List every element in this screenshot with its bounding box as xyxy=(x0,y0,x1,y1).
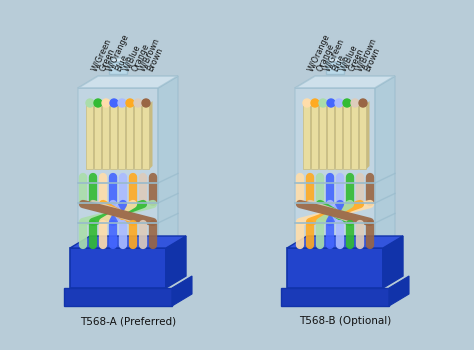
Polygon shape xyxy=(343,101,346,169)
Polygon shape xyxy=(70,248,166,288)
FancyBboxPatch shape xyxy=(344,104,350,169)
FancyBboxPatch shape xyxy=(135,104,142,169)
Circle shape xyxy=(126,99,134,107)
Polygon shape xyxy=(389,276,409,306)
Text: Blue: Blue xyxy=(114,53,130,73)
Polygon shape xyxy=(366,101,370,169)
FancyBboxPatch shape xyxy=(143,104,149,169)
Circle shape xyxy=(303,99,311,107)
Circle shape xyxy=(94,99,102,107)
Polygon shape xyxy=(287,236,403,248)
Polygon shape xyxy=(358,101,362,169)
FancyBboxPatch shape xyxy=(303,104,310,169)
Polygon shape xyxy=(319,101,321,169)
Text: W/Blue: W/Blue xyxy=(339,43,359,73)
Text: Brown: Brown xyxy=(363,46,382,73)
Circle shape xyxy=(134,99,142,107)
Polygon shape xyxy=(327,101,329,169)
Text: Orange: Orange xyxy=(130,42,151,73)
Polygon shape xyxy=(295,76,395,88)
Polygon shape xyxy=(134,101,137,169)
FancyBboxPatch shape xyxy=(94,104,101,169)
FancyBboxPatch shape xyxy=(352,104,358,169)
Polygon shape xyxy=(166,236,186,288)
Polygon shape xyxy=(383,236,403,288)
Text: Green: Green xyxy=(347,47,365,73)
Polygon shape xyxy=(335,101,337,169)
Text: T568-B (Optional): T568-B (Optional) xyxy=(299,316,391,326)
Circle shape xyxy=(86,99,94,107)
Text: W/Blue: W/Blue xyxy=(122,43,142,73)
Text: T568-A (Preferred): T568-A (Preferred) xyxy=(80,316,176,326)
Polygon shape xyxy=(350,101,354,169)
Circle shape xyxy=(343,99,351,107)
Polygon shape xyxy=(375,76,395,248)
Polygon shape xyxy=(93,101,97,169)
FancyBboxPatch shape xyxy=(359,104,366,169)
Circle shape xyxy=(118,99,126,107)
Polygon shape xyxy=(126,101,128,169)
FancyBboxPatch shape xyxy=(86,104,93,169)
FancyBboxPatch shape xyxy=(102,104,109,169)
Polygon shape xyxy=(101,101,104,169)
Circle shape xyxy=(319,99,327,107)
Circle shape xyxy=(351,99,359,107)
Polygon shape xyxy=(109,101,112,169)
Polygon shape xyxy=(78,76,178,88)
FancyBboxPatch shape xyxy=(328,104,335,169)
Polygon shape xyxy=(70,236,186,248)
Text: W/Orange: W/Orange xyxy=(307,33,332,73)
FancyBboxPatch shape xyxy=(336,104,343,169)
Circle shape xyxy=(110,99,118,107)
Polygon shape xyxy=(287,248,383,288)
Text: W/Brown: W/Brown xyxy=(355,37,378,73)
Polygon shape xyxy=(142,101,145,169)
Polygon shape xyxy=(78,88,158,248)
Text: Green: Green xyxy=(98,47,117,73)
Text: Orange: Orange xyxy=(315,42,336,73)
Circle shape xyxy=(359,99,367,107)
Text: Blue: Blue xyxy=(331,53,346,73)
Circle shape xyxy=(142,99,150,107)
Polygon shape xyxy=(295,88,375,248)
Polygon shape xyxy=(326,58,349,62)
FancyBboxPatch shape xyxy=(127,104,134,169)
Polygon shape xyxy=(118,101,120,169)
Polygon shape xyxy=(109,58,132,62)
FancyBboxPatch shape xyxy=(118,104,126,169)
Polygon shape xyxy=(310,101,313,169)
Circle shape xyxy=(327,99,335,107)
Circle shape xyxy=(102,99,110,107)
FancyBboxPatch shape xyxy=(110,104,118,169)
FancyBboxPatch shape xyxy=(311,104,319,169)
Text: W/Orange: W/Orange xyxy=(106,33,131,73)
Text: W/Green: W/Green xyxy=(323,37,346,73)
Text: W/Brown: W/Brown xyxy=(138,37,161,73)
FancyBboxPatch shape xyxy=(319,104,327,169)
Polygon shape xyxy=(149,101,153,169)
Polygon shape xyxy=(281,288,389,306)
Text: W/Green: W/Green xyxy=(90,37,113,73)
Polygon shape xyxy=(326,62,344,74)
Text: Brown: Brown xyxy=(146,46,165,73)
Circle shape xyxy=(311,99,319,107)
Polygon shape xyxy=(109,62,127,74)
Polygon shape xyxy=(158,76,178,248)
Circle shape xyxy=(335,99,343,107)
Polygon shape xyxy=(172,276,192,306)
Polygon shape xyxy=(64,288,172,306)
